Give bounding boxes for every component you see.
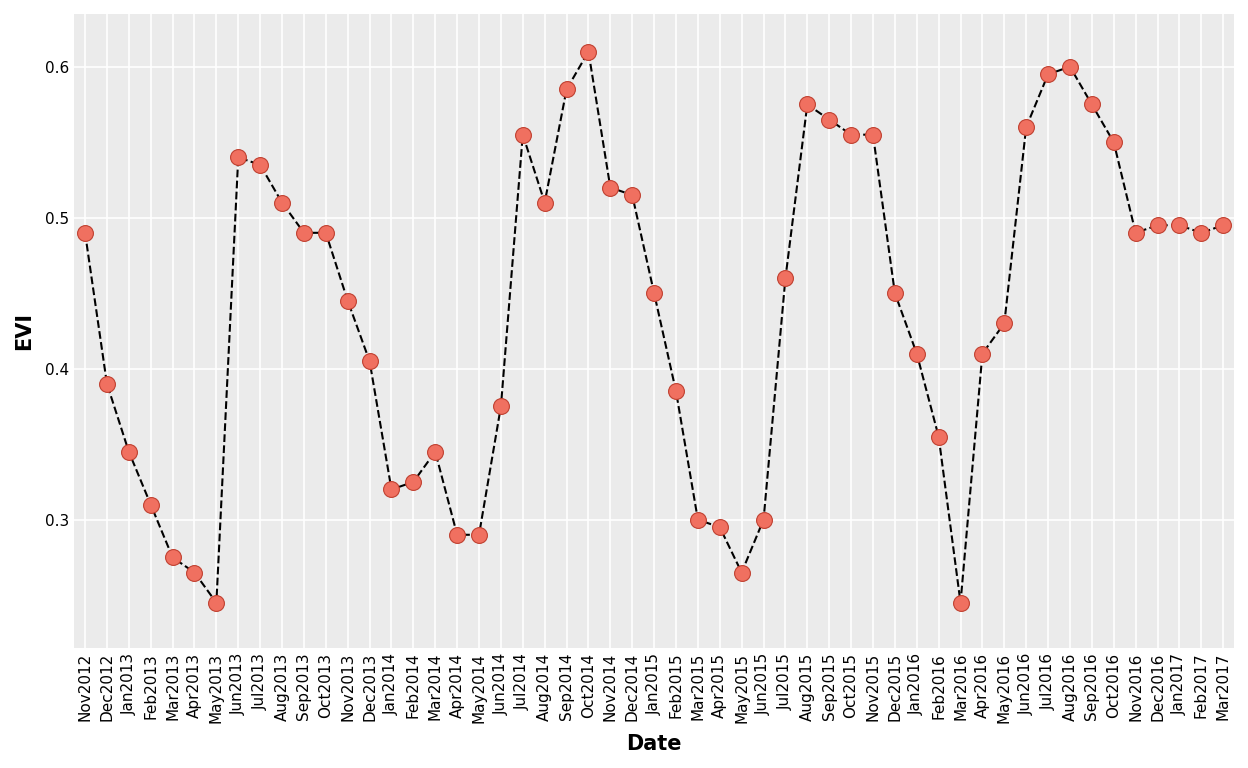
Point (557, 83, 577, 95)
Point (1192, 227, 1212, 239)
Point (1038, 68, 1058, 81)
Point (534, 197, 554, 209)
Point (97, 378, 117, 390)
Point (864, 128, 884, 141)
Point (1016, 121, 1036, 134)
Point (995, 317, 1015, 329)
Point (359, 355, 379, 367)
Point (338, 295, 358, 307)
Point (1213, 219, 1233, 231)
Y-axis label: EVI: EVI (14, 312, 34, 350)
Point (644, 287, 664, 300)
Point (119, 445, 139, 458)
Point (907, 347, 927, 359)
Point (316, 227, 336, 239)
Point (206, 597, 226, 609)
Point (972, 347, 992, 359)
Point (885, 287, 905, 300)
Point (688, 514, 708, 526)
Point (272, 197, 292, 209)
Point (623, 189, 643, 201)
Point (819, 114, 839, 126)
Point (162, 551, 182, 564)
Point (710, 521, 730, 533)
Point (1103, 136, 1123, 148)
Point (1060, 61, 1080, 73)
Point (403, 476, 423, 488)
Point (469, 528, 489, 541)
Point (141, 498, 161, 511)
Point (775, 272, 795, 284)
Point (75, 227, 95, 239)
Point (579, 45, 599, 58)
Point (666, 386, 686, 398)
Point (1169, 219, 1189, 231)
Point (382, 483, 402, 495)
Point (513, 128, 533, 141)
Point (426, 445, 446, 458)
Point (1126, 227, 1146, 239)
Point (951, 597, 971, 609)
Point (841, 128, 861, 141)
Point (228, 151, 248, 164)
Point (1147, 219, 1167, 231)
Point (731, 566, 751, 578)
Point (295, 227, 314, 239)
Point (1082, 98, 1102, 111)
Point (754, 514, 774, 526)
X-axis label: Date: Date (626, 734, 681, 754)
Point (797, 98, 817, 111)
Point (929, 431, 948, 443)
Point (185, 566, 205, 578)
Point (490, 400, 510, 412)
Point (600, 181, 620, 194)
Point (250, 159, 270, 171)
Point (447, 528, 467, 541)
